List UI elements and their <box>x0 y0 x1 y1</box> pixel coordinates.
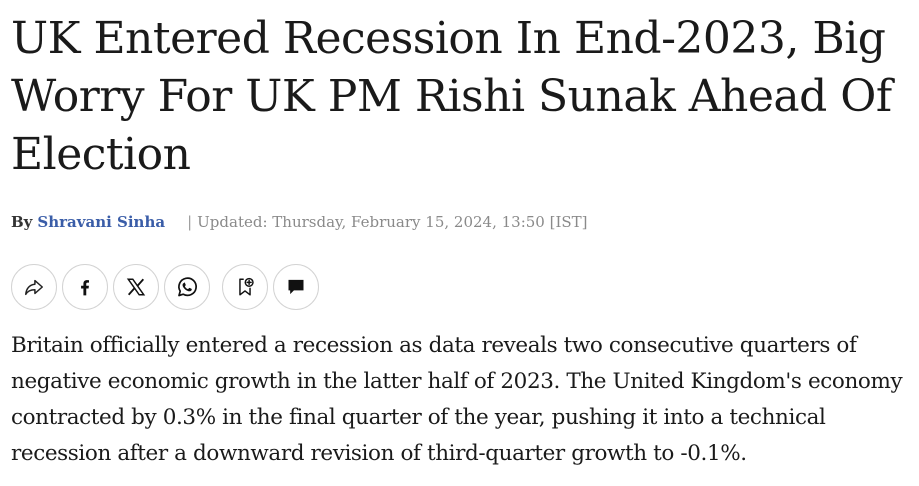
byline: By Shravani Sinha | Updated: Thursday, F… <box>11 211 919 233</box>
share-bar <box>11 263 919 311</box>
author-link[interactable]: Shravani Sinha <box>37 213 166 231</box>
bookmark-add-icon <box>234 276 256 298</box>
x-icon <box>125 276 147 298</box>
article-body-paragraph: Britain officially entered a recession a… <box>11 333 903 466</box>
comment-icon <box>286 277 306 297</box>
bookmark-button[interactable] <box>222 264 268 310</box>
comment-button[interactable] <box>273 264 319 310</box>
byline-separator: | <box>187 213 193 231</box>
facebook-icon <box>75 277 95 297</box>
share-button[interactable] <box>11 264 57 310</box>
updated-timestamp: Updated: Thursday, February 15, 2024, 13… <box>197 213 588 231</box>
byline-by-label: By <box>11 213 33 231</box>
whatsapp-icon <box>175 275 199 299</box>
facebook-share-button[interactable] <box>62 264 108 310</box>
x-share-button[interactable] <box>113 264 159 310</box>
whatsapp-share-button[interactable] <box>164 264 210 310</box>
share-icon <box>23 276 45 298</box>
article-headline: UK Entered Recession In End-2023, Big Wo… <box>11 13 892 180</box>
